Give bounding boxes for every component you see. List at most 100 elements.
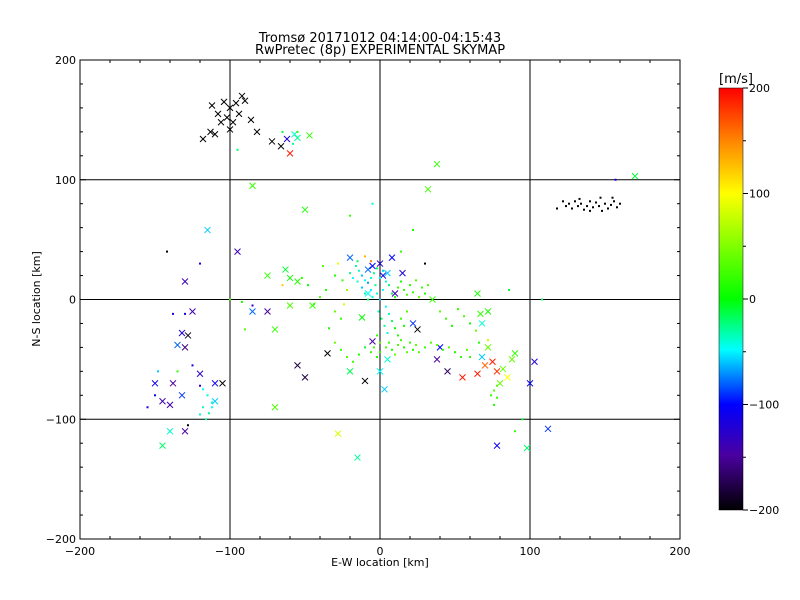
x-marker	[477, 310, 484, 318]
x-marker-stroke	[493, 367, 501, 375]
dot-marker	[403, 346, 405, 349]
x-marker-stroke	[174, 341, 181, 349]
dot-marker	[478, 341, 480, 344]
x-marker-stroke	[523, 444, 531, 452]
x-axis-label: E-W location [km]	[331, 556, 429, 569]
x-marker	[169, 379, 177, 387]
dot-marker	[601, 209, 603, 212]
x-marker-stroke	[294, 278, 301, 285]
x-marker-stroke	[376, 260, 384, 267]
dot-marker	[349, 214, 351, 217]
dot-marker	[616, 206, 618, 209]
dot-marker	[403, 324, 405, 327]
x-marker-stroke	[226, 126, 234, 133]
x-marker	[219, 379, 226, 387]
dot-marker	[578, 197, 581, 200]
dot-marker	[385, 280, 387, 283]
x-marker	[277, 142, 285, 150]
dot-marker	[397, 334, 399, 337]
dot-marker	[166, 250, 168, 253]
x-marker	[399, 269, 406, 277]
dot-marker	[373, 272, 375, 275]
dot-marker	[583, 208, 585, 211]
x-marker	[235, 110, 243, 118]
x-marker	[151, 379, 159, 387]
x-marker-stroke	[196, 370, 204, 378]
dot-marker	[379, 276, 381, 279]
plot-area: −200−200 −100 −100 0 0 100 100 200 200	[46, 54, 691, 558]
dot-marker	[307, 284, 309, 287]
dot-marker	[571, 207, 573, 210]
dot-marker	[611, 196, 614, 199]
x-marker	[631, 172, 639, 180]
x-marker-stroke	[268, 138, 276, 145]
x-marker	[217, 118, 225, 126]
x-marker-stroke	[238, 92, 246, 100]
y-tick-label: 200	[55, 54, 76, 67]
dot-marker	[424, 262, 426, 265]
dot-marker	[418, 351, 420, 354]
x-marker-stroke	[199, 135, 207, 143]
dot-marker	[367, 298, 369, 301]
x-marker	[271, 326, 279, 333]
x-marker-stroke	[484, 308, 492, 315]
dot-marker	[568, 202, 570, 205]
x-marker-stroke	[294, 362, 301, 369]
dot-marker	[586, 205, 588, 208]
y-axis-label: N-S location [km]	[30, 251, 43, 347]
x-marker	[159, 397, 166, 405]
dot-marker	[394, 296, 396, 299]
dot-marker	[346, 355, 348, 358]
dot-marker	[352, 276, 354, 279]
dot-marker	[619, 202, 621, 205]
x-tick-label: 0	[377, 545, 384, 558]
dot-marker	[343, 303, 345, 306]
dot-marker	[322, 264, 324, 267]
dot-marker	[469, 355, 471, 358]
x-marker-stroke	[189, 308, 196, 315]
dot-marker	[380, 317, 383, 320]
x-marker-stroke	[489, 358, 496, 366]
x-marker-stroke	[306, 132, 313, 139]
colorbar-ticks: 200 100 0 −100 −200	[743, 82, 779, 517]
colorbar: [m/s] 200 100 0 −100 −200	[718, 72, 779, 517]
x-marker-stroke	[181, 344, 189, 351]
dot-marker	[451, 324, 453, 327]
dot-marker	[244, 328, 246, 331]
x-tick-label: 100	[520, 545, 541, 558]
x-marker	[174, 341, 181, 349]
dot-marker	[469, 322, 471, 325]
dot-marker	[541, 298, 543, 301]
x-marker-stroke	[477, 310, 484, 318]
x-marker-stroke	[271, 403, 279, 411]
x-marker	[306, 132, 313, 139]
x-marker	[271, 403, 279, 411]
x-marker-stroke	[531, 358, 538, 366]
colorbar-tick-label: 100	[749, 188, 770, 201]
x-marker-stroke	[166, 427, 174, 435]
x-marker	[249, 308, 256, 315]
x-marker	[531, 358, 538, 366]
x-marker	[478, 353, 486, 361]
x-marker	[214, 110, 222, 118]
x-marker-stroke	[232, 99, 240, 107]
dot-marker	[521, 418, 524, 421]
x-marker-stroke	[369, 338, 376, 345]
x-marker-stroke	[511, 350, 519, 357]
dot-marker	[319, 296, 321, 299]
dot-marker	[508, 288, 510, 291]
x-marker	[181, 427, 189, 435]
dot-marker	[371, 296, 374, 299]
x-tick-label: −200	[65, 545, 95, 558]
dot-marker	[391, 348, 393, 351]
x-marker-stroke	[481, 362, 489, 369]
x-marker-stroke	[424, 185, 432, 193]
dot-marker	[391, 320, 393, 323]
dot-marker	[356, 260, 359, 263]
x-marker-stroke	[444, 367, 451, 375]
x-marker-stroke	[226, 104, 234, 112]
dot-marker	[376, 334, 378, 337]
dot-marker	[370, 351, 372, 354]
chart-subtitle: RwPretec (8p) EXPERIMENTAL SKYMAP	[255, 43, 505, 58]
dot-marker	[370, 276, 372, 279]
